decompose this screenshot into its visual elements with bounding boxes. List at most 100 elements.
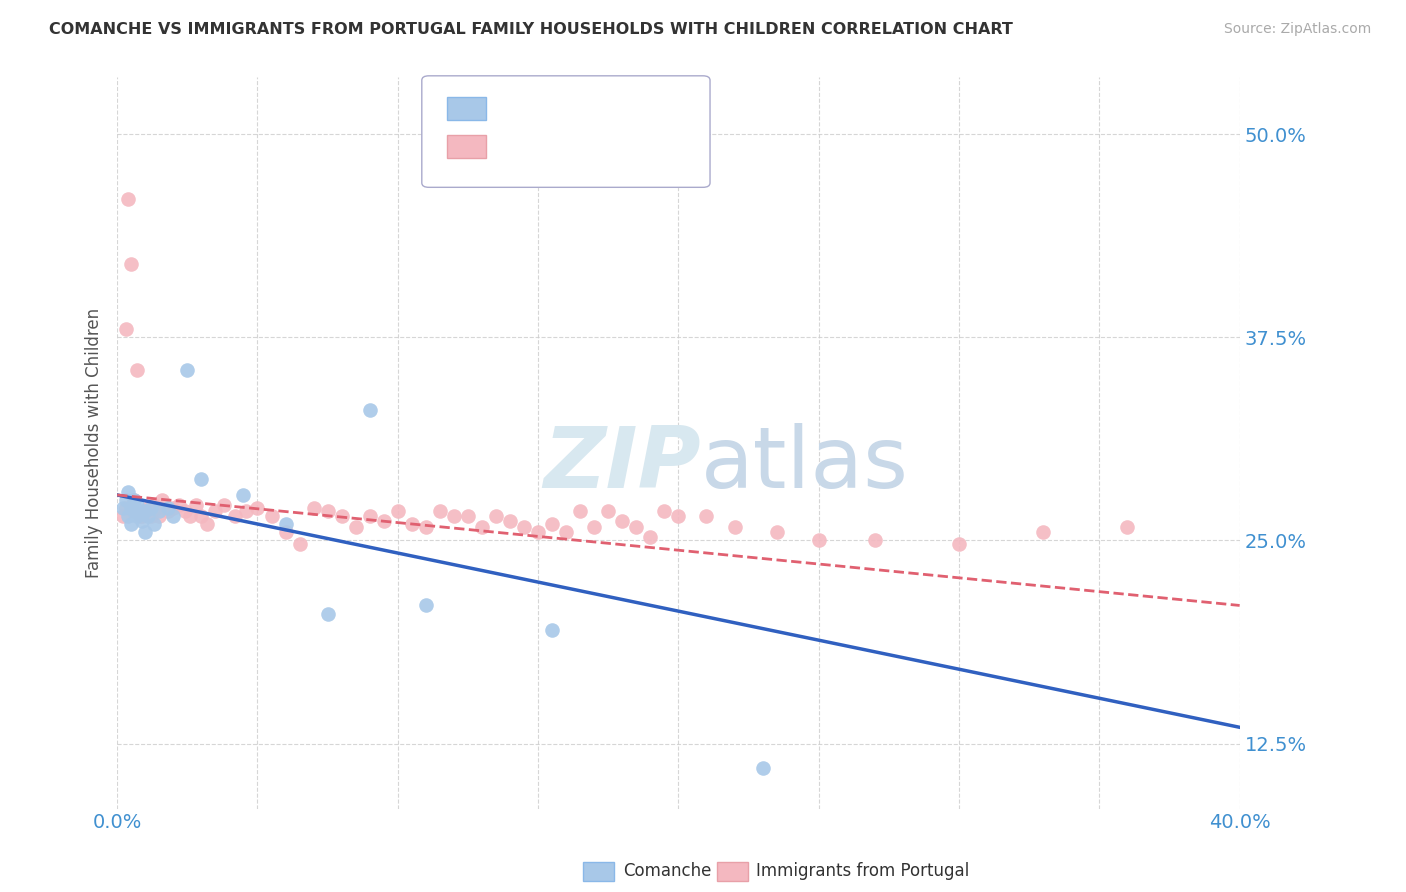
Point bbox=[471, 520, 494, 534]
Point bbox=[125, 509, 148, 524]
Point bbox=[527, 525, 550, 540]
Point bbox=[136, 500, 159, 515]
Point bbox=[541, 517, 564, 532]
Point bbox=[1032, 525, 1054, 540]
Point bbox=[807, 533, 830, 548]
Point bbox=[443, 509, 465, 524]
Point bbox=[235, 504, 257, 518]
Point bbox=[145, 500, 167, 515]
Point bbox=[142, 517, 165, 532]
Point bbox=[184, 498, 207, 512]
Point bbox=[131, 514, 153, 528]
Point bbox=[120, 517, 142, 532]
Point bbox=[863, 533, 886, 548]
Point bbox=[415, 599, 437, 613]
Point bbox=[195, 517, 218, 532]
Point bbox=[156, 504, 179, 518]
Point bbox=[232, 488, 254, 502]
Point bbox=[1116, 520, 1139, 534]
Point bbox=[274, 517, 297, 532]
Text: ZIP: ZIP bbox=[543, 424, 700, 507]
Point bbox=[316, 504, 339, 518]
Point bbox=[302, 500, 325, 515]
Point bbox=[136, 509, 159, 524]
Point bbox=[387, 504, 409, 518]
Point bbox=[142, 498, 165, 512]
Point bbox=[765, 525, 787, 540]
Point bbox=[148, 504, 170, 518]
Text: R =  −0.195   N = 69: R = −0.195 N = 69 bbox=[498, 137, 707, 155]
Point bbox=[122, 492, 145, 507]
Point bbox=[139, 509, 162, 524]
Point bbox=[128, 509, 150, 524]
Point bbox=[190, 509, 212, 524]
Point bbox=[173, 504, 195, 518]
Point bbox=[640, 530, 662, 544]
Point bbox=[373, 514, 395, 528]
Point bbox=[751, 761, 773, 775]
Point bbox=[134, 525, 156, 540]
Point bbox=[120, 500, 142, 515]
Point bbox=[344, 520, 367, 534]
Point bbox=[125, 363, 148, 377]
Point bbox=[316, 607, 339, 621]
Point bbox=[598, 504, 620, 518]
Point bbox=[948, 537, 970, 551]
Point bbox=[111, 509, 134, 524]
Point bbox=[429, 504, 451, 518]
Point bbox=[162, 500, 184, 515]
Point bbox=[148, 509, 170, 524]
Point bbox=[274, 525, 297, 540]
Point bbox=[654, 504, 676, 518]
Point bbox=[156, 500, 179, 515]
Point bbox=[139, 500, 162, 515]
Point bbox=[499, 514, 522, 528]
Point bbox=[120, 257, 142, 271]
Point bbox=[612, 514, 634, 528]
Point bbox=[359, 403, 381, 417]
Point bbox=[668, 509, 690, 524]
Text: R =  −0.430   N = 29: R = −0.430 N = 29 bbox=[498, 100, 707, 118]
Point bbox=[457, 509, 479, 524]
Point bbox=[569, 504, 592, 518]
Point bbox=[167, 498, 190, 512]
Text: Source: ZipAtlas.com: Source: ZipAtlas.com bbox=[1223, 22, 1371, 37]
Point bbox=[122, 492, 145, 507]
Text: COMANCHE VS IMMIGRANTS FROM PORTUGAL FAMILY HOUSEHOLDS WITH CHILDREN CORRELATION: COMANCHE VS IMMIGRANTS FROM PORTUGAL FAM… bbox=[49, 22, 1014, 37]
Point bbox=[224, 509, 246, 524]
Point bbox=[134, 504, 156, 518]
Text: Comanche: Comanche bbox=[623, 862, 711, 880]
Point bbox=[128, 504, 150, 518]
Point bbox=[415, 520, 437, 534]
Point bbox=[150, 492, 173, 507]
Point bbox=[401, 517, 423, 532]
Point bbox=[204, 504, 226, 518]
Point bbox=[541, 623, 564, 637]
Point bbox=[626, 520, 648, 534]
Point bbox=[359, 509, 381, 524]
Point bbox=[114, 500, 136, 515]
Point bbox=[117, 509, 139, 524]
Point bbox=[117, 484, 139, 499]
Point bbox=[513, 520, 536, 534]
Text: atlas: atlas bbox=[700, 424, 908, 507]
Point bbox=[555, 525, 578, 540]
Point bbox=[162, 509, 184, 524]
Point bbox=[288, 537, 311, 551]
Point bbox=[212, 498, 235, 512]
Point bbox=[176, 363, 198, 377]
Point bbox=[117, 192, 139, 206]
Point bbox=[122, 504, 145, 518]
Point bbox=[246, 500, 269, 515]
Point bbox=[114, 492, 136, 507]
Point bbox=[114, 322, 136, 336]
Point bbox=[122, 504, 145, 518]
Point bbox=[125, 498, 148, 512]
Y-axis label: Family Households with Children: Family Households with Children bbox=[86, 308, 103, 578]
Point bbox=[723, 520, 745, 534]
Point bbox=[695, 509, 717, 524]
Point bbox=[330, 509, 353, 524]
Point bbox=[260, 509, 283, 524]
Point bbox=[485, 509, 508, 524]
Point bbox=[120, 500, 142, 515]
